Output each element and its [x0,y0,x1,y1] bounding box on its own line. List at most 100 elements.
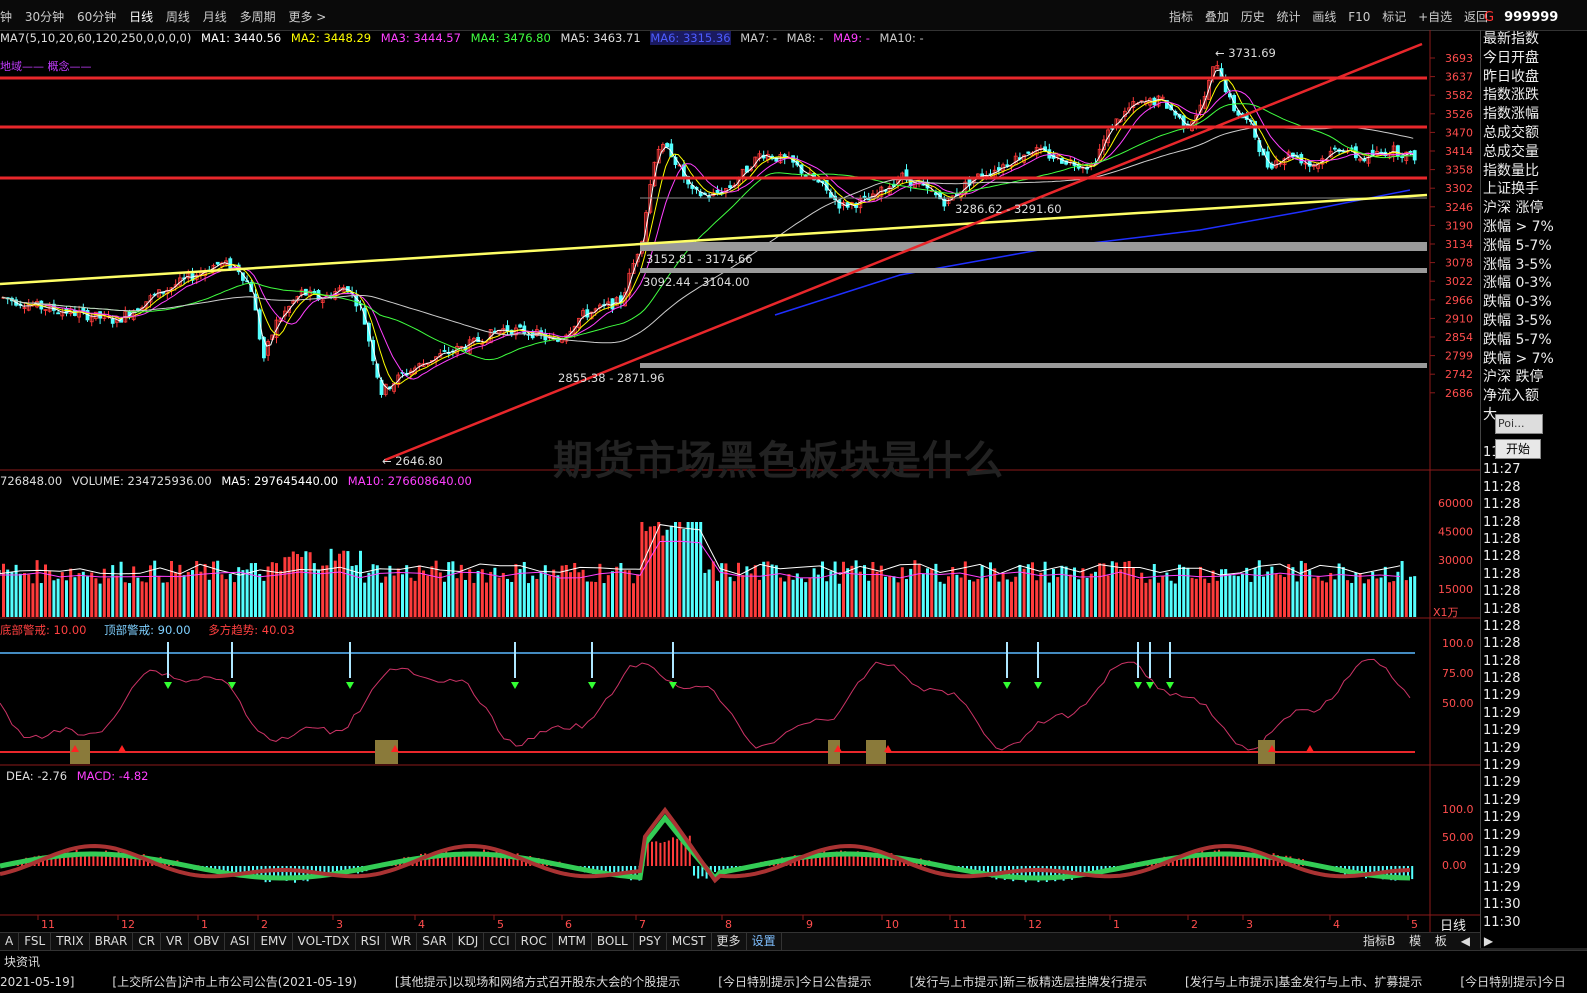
volume-bar [1405,580,1408,617]
indicator-tab-mcst[interactable]: MCST [667,933,712,950]
indicator-tab-更多[interactable]: 更多 [712,933,747,950]
tab-daily[interactable]: 日线 [129,8,153,25]
tick-time-15: 11:29 [1481,705,1520,722]
sell-arrow-icon [1034,682,1042,689]
indicator-tab-rsi[interactable]: RSI [356,933,387,950]
tab-30min[interactable]: 30分钟 [25,8,64,25]
prev-icon[interactable]: ◀ [1456,933,1475,950]
volume-bar [1140,573,1143,617]
ticker-item-4[interactable]: [发行与上市提示]新三板精选层挂牌发行提示 [910,973,1147,990]
ticker-item-1[interactable]: [上交所公告]沪市上市公司公告(2021-05-19) [112,973,356,990]
volume-bar [275,563,278,617]
x-label: 12 [1028,918,1042,931]
volume-bar [393,576,396,617]
ticker-item-3[interactable]: [今日特别提示]今日公告提示 [718,973,871,990]
start-button[interactable]: 开始 [1495,439,1541,459]
indicator-b-button[interactable]: 指标B [1358,933,1400,950]
indicator-tab-boll[interactable]: BOLL [592,933,634,950]
indicator-button[interactable]: 指标 [1169,8,1193,25]
volume-bar [678,522,681,617]
tab-minute[interactable]: 钟 [0,8,12,25]
indicator-tab-fsl[interactable]: FSL [19,933,51,950]
volume-bar [1245,568,1248,617]
tab-multi-period[interactable]: 多周期 [240,8,276,25]
indicator-tab-a[interactable]: A [0,933,19,950]
x-label: 7 [639,918,646,931]
volume-bar [1375,578,1378,617]
ticker-item-6[interactable]: [今日特别提示]今日 [1460,973,1565,990]
ticker-item-5[interactable]: [发行与上市提示]基金发行与上市、扩募提示 [1185,973,1422,990]
volume-bar [1102,563,1105,617]
volume-bar [1111,561,1114,617]
indicator-tab-cci[interactable]: CCI [484,933,515,950]
tab-60min[interactable]: 60分钟 [77,8,116,25]
volume-bar [1098,563,1101,617]
indicator-tab-设置[interactable]: 设置 [747,933,782,950]
indicator-tab-obv[interactable]: OBV [189,933,226,950]
ticker-item-0[interactable]: 2021-05-19] [0,975,74,989]
f10-button[interactable]: F10 [1348,10,1370,24]
overlay-button[interactable]: 叠加 [1205,8,1229,25]
indicator-tab-psy[interactable]: PSY [634,933,667,950]
stats-button[interactable]: 统计 [1277,8,1301,25]
tab-more[interactable]: 更多 > [288,8,326,25]
indicator-tab-trix[interactable]: TRIX [51,933,89,950]
volume-bar [304,551,307,617]
indicator-tab-wr[interactable]: WR [386,933,417,950]
poi-button[interactable]: Poi... [1495,414,1543,434]
history-button[interactable]: 历史 [1241,8,1265,25]
volume-bar [309,552,312,617]
volume-bar [905,579,908,617]
volume-bar [178,565,181,617]
ticker-item-2[interactable]: [其他提示]以现场和网络方式召开股东大会的个股提示 [395,973,680,990]
indicator-tab-vol-tdx[interactable]: VOL-TDX [293,933,356,950]
price-label: 3693 [1445,52,1473,65]
side-field-4: 指数涨幅 [1481,105,1587,124]
volume-bar [355,565,358,617]
volume-bar [981,565,984,617]
top-toolbar: 钟 30分钟 60分钟 日线 周线 月线 多周期 更多 > 指标 叠加 历史 统… [0,0,1587,31]
x-label: 8 [725,918,732,931]
volume-bar [1321,581,1324,617]
side-field-16: 跌幅 5-7% [1481,331,1587,350]
price-label: 3190 [1445,219,1473,232]
volume-bar [187,572,190,617]
sell-arrow-icon [1146,682,1154,689]
volume-bar [523,562,526,617]
sell-arrow-icon [588,682,596,689]
tab-monthly[interactable]: 月线 [203,8,227,25]
indicator-tab-brar[interactable]: BRAR [90,933,134,950]
draw-line-button[interactable]: 画线 [1312,8,1336,25]
add-watchlist-button[interactable]: +自选 [1418,8,1452,25]
tick-time-13: 11:28 [1481,670,1520,687]
volume-bar [279,571,282,617]
tab-weekly[interactable]: 周线 [166,8,190,25]
volume-bar [363,583,366,617]
board-button[interactable]: 板 [1430,933,1452,950]
indicator-tab-sar[interactable]: SAR [417,933,452,950]
volume-bar [1035,580,1038,617]
indicator-tab-emv[interactable]: EMV [255,933,292,950]
ma3-line [2,91,1413,379]
volume-bar [31,583,34,617]
volume-bar [766,561,769,617]
volume-bar [829,571,832,617]
next-icon[interactable]: ▶ [1479,933,1498,950]
volume-bar [212,562,215,617]
indicator-tab-vr[interactable]: VR [161,933,189,950]
volume-bar [1380,578,1383,617]
indicator-tab-roc[interactable]: ROC [516,933,553,950]
indicator-tab-cr[interactable]: CR [133,933,161,950]
volume-bar [103,569,106,617]
template-button[interactable]: 模 [1404,933,1426,950]
indicator-tab-kdj[interactable]: KDJ [453,933,485,950]
volume-bar [1233,575,1236,617]
index-info-panel: 最新指数今日开盘昨日收盘指数涨跌指数涨幅总成交额总成交量指数量比上证换手沪深 涨… [1480,30,1587,960]
indicator-tab-mtm[interactable]: MTM [553,933,592,950]
volume-bar [888,576,891,617]
indicator-tab-asi[interactable]: ASI [225,933,255,950]
stock-code-value: 999999 [1504,10,1558,25]
volume-bar [884,577,887,617]
mark-button[interactable]: 标记 [1382,8,1406,25]
